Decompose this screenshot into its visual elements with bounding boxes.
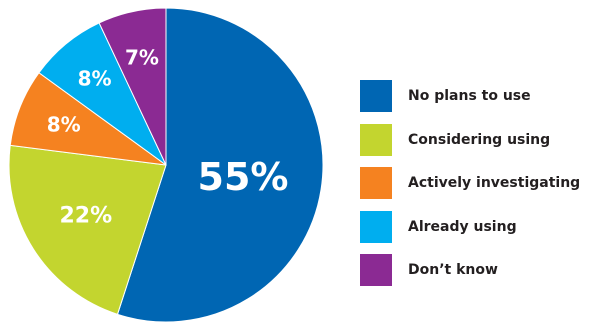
legend-item-dont-know: Don’t know	[360, 254, 580, 286]
legend-label-dont-know: Don’t know	[408, 262, 498, 278]
legend-label-no-plans: No plans to use	[408, 88, 531, 104]
legend-swatch-investigating	[360, 167, 392, 199]
pie-slice-no-plans	[116, 7, 324, 322]
legend-swatch-no-plans	[360, 80, 392, 112]
pie-label-already-using: 8%	[78, 67, 112, 91]
legend-item-already-using: Already using	[360, 210, 580, 243]
legend-swatch-dont-know	[360, 254, 392, 286]
pie-label-no-plans: 55%	[198, 155, 289, 199]
pie-chart: 55% 22% 8% 8% 7%	[8, 7, 324, 322]
legend-swatch-considering	[360, 123, 392, 156]
legend: No plans to use Considering using Active…	[360, 80, 580, 298]
pie-slice-considering	[8, 144, 167, 315]
pie-slice-dont-know	[98, 7, 167, 166]
legend-swatch-already-using	[360, 210, 392, 243]
legend-item-no-plans: No plans to use	[360, 80, 580, 112]
pie-label-considering: 22%	[59, 203, 112, 228]
legend-label-already-using: Already using	[408, 218, 517, 235]
legend-item-considering: Considering using	[360, 123, 580, 156]
pie-label-investigating: 8%	[47, 113, 81, 137]
pie-label-dont-know: 7%	[125, 46, 159, 70]
legend-item-investigating: Actively investigating	[360, 167, 580, 199]
legend-label-considering: Considering using	[408, 131, 551, 148]
legend-label-investigating: Actively investigating	[408, 175, 581, 191]
